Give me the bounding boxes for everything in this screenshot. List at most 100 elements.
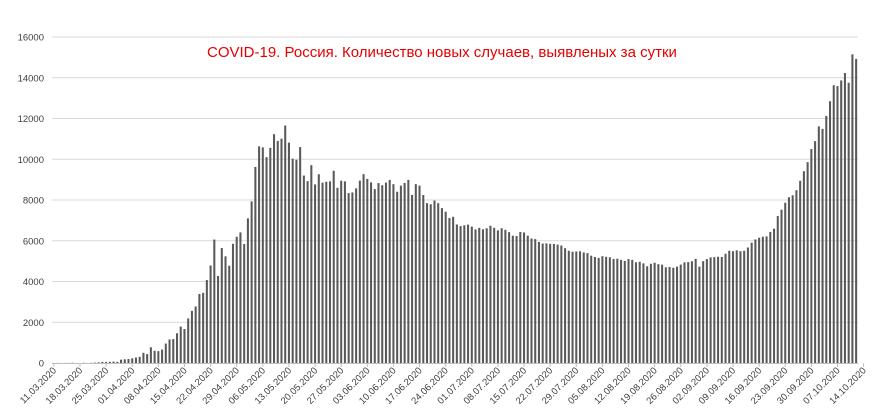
- bar: [190, 310, 193, 363]
- bar: [847, 82, 850, 363]
- y-tick-label: 0: [39, 359, 44, 370]
- bar: [817, 126, 820, 363]
- bar: [455, 224, 458, 363]
- bar: [679, 264, 682, 363]
- bar: [332, 170, 335, 363]
- bar: [433, 200, 436, 363]
- y-tick-label: 12000: [18, 114, 44, 125]
- bar: [187, 318, 190, 363]
- bar: [202, 292, 205, 363]
- bar: [414, 184, 417, 363]
- bar: [627, 259, 630, 363]
- bar: [735, 250, 738, 363]
- bar: [702, 261, 705, 363]
- bar: [649, 263, 652, 363]
- bar: [601, 256, 604, 363]
- bar: [724, 253, 727, 363]
- bar: [758, 237, 761, 363]
- bar: [526, 235, 529, 363]
- bar: [478, 227, 481, 363]
- bar: [523, 232, 526, 363]
- bar: [101, 361, 104, 363]
- bar: [340, 180, 343, 363]
- bar: [481, 229, 485, 363]
- bar: [131, 358, 134, 363]
- bar: [739, 251, 742, 363]
- bar: [653, 262, 656, 363]
- bar: [287, 142, 290, 363]
- bar: [489, 225, 492, 363]
- bar: [821, 128, 824, 363]
- bar: [623, 260, 626, 363]
- bar: [343, 181, 346, 363]
- gridlines: [52, 36, 858, 323]
- bar: [448, 218, 451, 363]
- bar: [769, 231, 772, 363]
- bar: [496, 230, 499, 363]
- x-axis-ticks: 11.03.202018.03.202025.03.202001.04.2020…: [18, 363, 869, 407]
- bar: [855, 58, 858, 364]
- bar: [269, 147, 272, 363]
- bar: [138, 356, 141, 363]
- bar: [810, 149, 813, 363]
- bar: [347, 193, 350, 363]
- bar: [407, 179, 410, 363]
- bar: [668, 267, 671, 363]
- bar: [384, 182, 387, 363]
- bar: [392, 184, 395, 363]
- bar: [806, 162, 809, 363]
- bar: [321, 182, 324, 363]
- bar: [825, 115, 828, 364]
- bar: [787, 197, 790, 363]
- bar: [843, 73, 846, 363]
- bar: [578, 251, 582, 363]
- bar: [661, 264, 664, 363]
- bar: [429, 204, 432, 363]
- bar: [642, 263, 645, 363]
- y-tick-label: 14000: [18, 73, 44, 84]
- bar: [381, 185, 384, 363]
- bar: [519, 232, 522, 363]
- bar: [108, 361, 111, 363]
- bar: [851, 54, 854, 363]
- bar: [638, 261, 641, 363]
- bar: [608, 257, 611, 363]
- y-tick-label: 2000: [23, 318, 44, 329]
- bar: [243, 243, 246, 363]
- bar: [717, 256, 720, 363]
- bar: [250, 201, 253, 363]
- bar: [493, 227, 496, 363]
- bar: [616, 258, 619, 363]
- bar: [422, 194, 425, 363]
- bar: [463, 225, 466, 363]
- bar: [355, 188, 358, 363]
- bar: [728, 250, 731, 363]
- bar: [168, 339, 171, 363]
- bar: [452, 216, 455, 363]
- bar: [134, 357, 137, 363]
- bar: [198, 293, 201, 363]
- bar: [366, 178, 369, 363]
- bar: [157, 351, 160, 363]
- bar: [291, 158, 294, 363]
- bar: [832, 85, 835, 364]
- bar: [664, 267, 667, 363]
- bar: [209, 265, 212, 363]
- bar: [179, 326, 182, 363]
- bar: [183, 329, 186, 363]
- bar: [217, 276, 220, 363]
- bar: [116, 361, 119, 363]
- bar: [672, 267, 675, 363]
- bar: [720, 256, 723, 363]
- bar: [765, 236, 768, 363]
- bar: [370, 182, 373, 363]
- bar: [254, 166, 257, 363]
- bar: [605, 256, 608, 363]
- chart-title: COVID-19. Россия. Количество новых случа…: [207, 44, 677, 61]
- bar: [358, 180, 361, 363]
- bar: [314, 184, 317, 363]
- bar: [515, 235, 518, 363]
- bar: [325, 181, 328, 363]
- bar: [690, 261, 693, 363]
